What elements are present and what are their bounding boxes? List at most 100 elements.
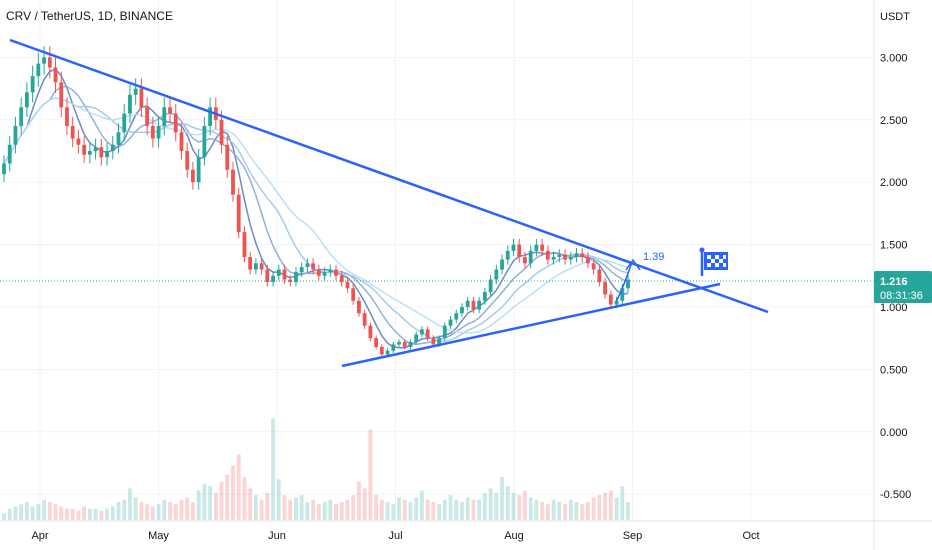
candle-body: [173, 113, 178, 133]
candle-body: [391, 344, 396, 351]
volume-bar: [551, 499, 556, 520]
lower-trendline[interactable]: [341, 282, 721, 368]
candle-body: [574, 253, 579, 258]
candle-body: [448, 319, 453, 326]
candle-body: [2, 163, 6, 175]
volume-bar: [357, 481, 361, 520]
candle-body: [105, 151, 109, 158]
candle-body: [305, 263, 310, 268]
candle-body: [580, 253, 585, 258]
volume-bar: [168, 501, 172, 520]
candle-body: [505, 250, 510, 260]
candle-body: [236, 194, 241, 233]
volume-bar: [282, 495, 287, 520]
candle-body: [82, 144, 87, 155]
candle-body: [586, 257, 590, 264]
moving-average-line: [3, 85, 629, 346]
volume-bar: [540, 501, 545, 520]
volume-bar: [24, 501, 29, 520]
volume-bars: [2, 418, 630, 520]
volume-bar: [322, 501, 327, 520]
volume-bar: [614, 497, 619, 520]
volume-bar: [299, 495, 304, 520]
candle-body: [24, 92, 29, 108]
volume-bar: [305, 501, 310, 520]
candle-body: [408, 341, 413, 347]
volume-bar: [351, 495, 356, 520]
volume-bar: [36, 504, 41, 520]
volume-bar: [116, 501, 121, 520]
price-tick-label: -0.500: [880, 489, 911, 501]
volume-bar: [185, 497, 190, 520]
volume-bar: [13, 506, 18, 520]
candle-body: [162, 107, 167, 127]
volume-bar: [47, 501, 52, 520]
candle-body: [30, 76, 35, 93]
candle-body: [540, 244, 545, 251]
target-arrow: [615, 258, 641, 303]
volume-bar: [608, 490, 613, 520]
candle-body: [482, 292, 487, 301]
candle-body: [276, 269, 281, 276]
volume-bar: [162, 499, 167, 520]
candle-body: [122, 113, 127, 133]
price-axis[interactable]: 3.000 2.500 2.000 1.500 1.000 0.500 0.000 -0.50…: [880, 52, 911, 501]
candle-body: [357, 300, 361, 314]
volume-bar: [586, 501, 590, 520]
candle-body: [402, 341, 407, 347]
volume-bar: [128, 488, 132, 520]
candle-body: [110, 144, 115, 151]
candle-body: [563, 254, 567, 260]
price-badge-countdown: 08:31:36: [880, 290, 923, 302]
candle-body: [65, 107, 69, 127]
candle-body: [156, 126, 161, 139]
volume-bar: [568, 499, 573, 520]
price-tick-label: 1.500: [880, 240, 908, 252]
volume-bar: [122, 499, 127, 520]
candle-body: [299, 267, 304, 273]
volume-bar: [374, 495, 379, 520]
volume-bar: [276, 479, 281, 520]
time-tick-label: Oct: [742, 530, 759, 542]
time-axis[interactable]: Apr May Jun Jul Aug Sep Oct: [31, 530, 759, 542]
moving-average-line: [3, 97, 629, 334]
candle-body: [191, 169, 195, 183]
volume-bar: [65, 508, 69, 520]
candle-body: [374, 338, 379, 347]
candle-body: [626, 279, 630, 289]
candle-body: [93, 147, 98, 151]
candle-body: [248, 257, 253, 270]
candle-body: [414, 334, 419, 342]
candle-body: [511, 244, 516, 251]
candle-body: [425, 329, 430, 339]
volume-bar: [471, 499, 476, 520]
time-tick-label: Jun: [268, 530, 286, 542]
candle-body: [465, 300, 470, 307]
volume-bar: [534, 499, 539, 520]
moving-averages: [3, 68, 629, 349]
volume-bar: [482, 492, 487, 520]
target-label: 1.39: [643, 251, 664, 263]
volume-bar: [368, 429, 373, 520]
volume-bar: [334, 504, 338, 520]
volume-bar: [99, 510, 104, 520]
candle-body: [322, 272, 327, 276]
volume-bar: [494, 492, 499, 520]
candle-body: [47, 57, 52, 68]
candle-body: [523, 257, 527, 264]
price-tick-label: 0.000: [880, 427, 908, 439]
candle-body: [288, 279, 293, 283]
candle-body: [150, 126, 155, 139]
volume-bar: [133, 497, 138, 520]
volume-bar: [339, 501, 344, 520]
volume-bar: [110, 506, 115, 520]
upper-trendline[interactable]: [9, 38, 769, 314]
price-badge-value: 1.216: [880, 276, 908, 288]
volume-bar: [70, 508, 75, 520]
volume-bar: [431, 501, 436, 520]
volume-bar: [271, 418, 275, 520]
volume-bar: [603, 492, 608, 520]
candle-body: [208, 107, 212, 127]
candle-body: [311, 263, 316, 270]
